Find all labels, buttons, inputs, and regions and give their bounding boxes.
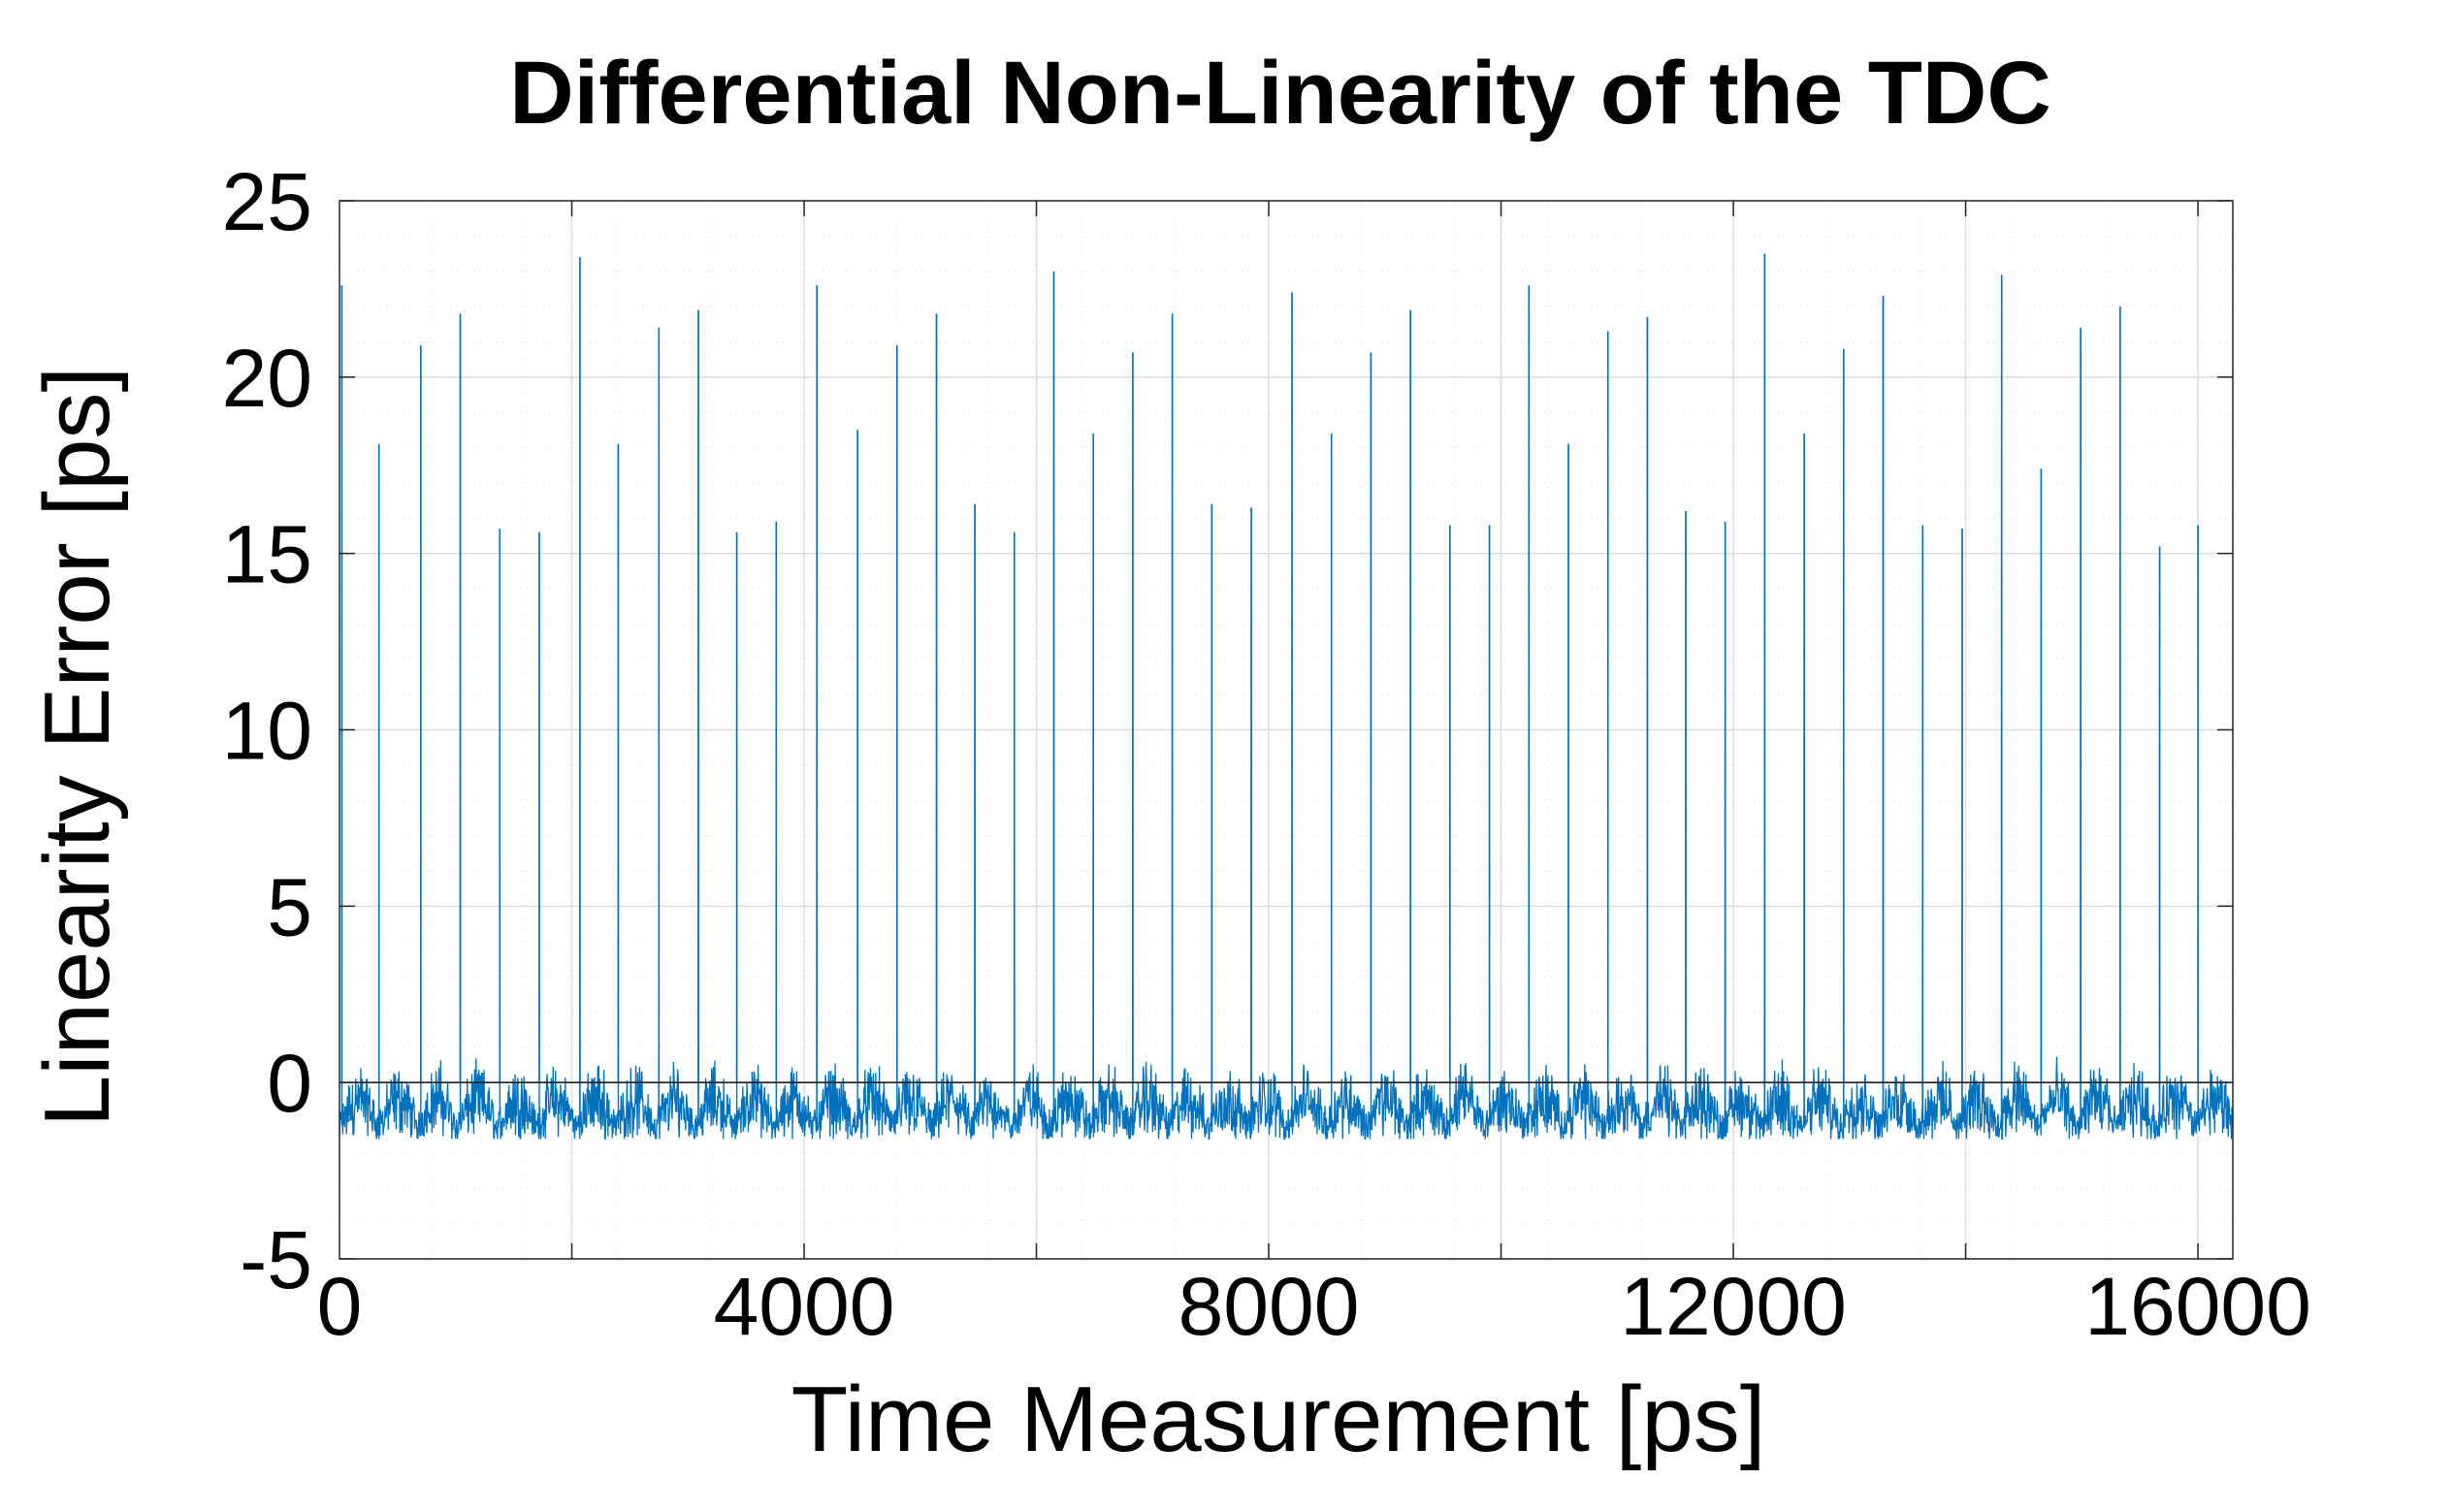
y-tick-label: 0: [267, 1038, 312, 1129]
y-tick-label: 25: [222, 156, 312, 247]
x-tick-label: 8000: [1178, 1261, 1360, 1352]
x-tick-label: 12000: [1620, 1261, 1847, 1352]
y-axis-label: Linearity Error [ps]: [25, 366, 129, 1128]
y-tick-label: 5: [267, 861, 312, 952]
y-tick-label: -5: [240, 1214, 312, 1305]
x-tick-label: 0: [317, 1261, 363, 1352]
x-tick-label: 16000: [2084, 1261, 2311, 1352]
tick-marks: [339, 200, 2233, 1260]
series-group: [339, 253, 2234, 1141]
series-line: [339, 253, 2234, 1141]
y-tick-label: 10: [222, 686, 312, 777]
x-axis-label: Time Measurement [ps]: [791, 1367, 1766, 1471]
y-tick-label: 15: [222, 509, 312, 600]
x-tick-label: 4000: [714, 1261, 895, 1352]
y-tick-label: 20: [222, 333, 312, 424]
chart-title: Differential Non-Linearity of the TDC: [509, 44, 2051, 143]
